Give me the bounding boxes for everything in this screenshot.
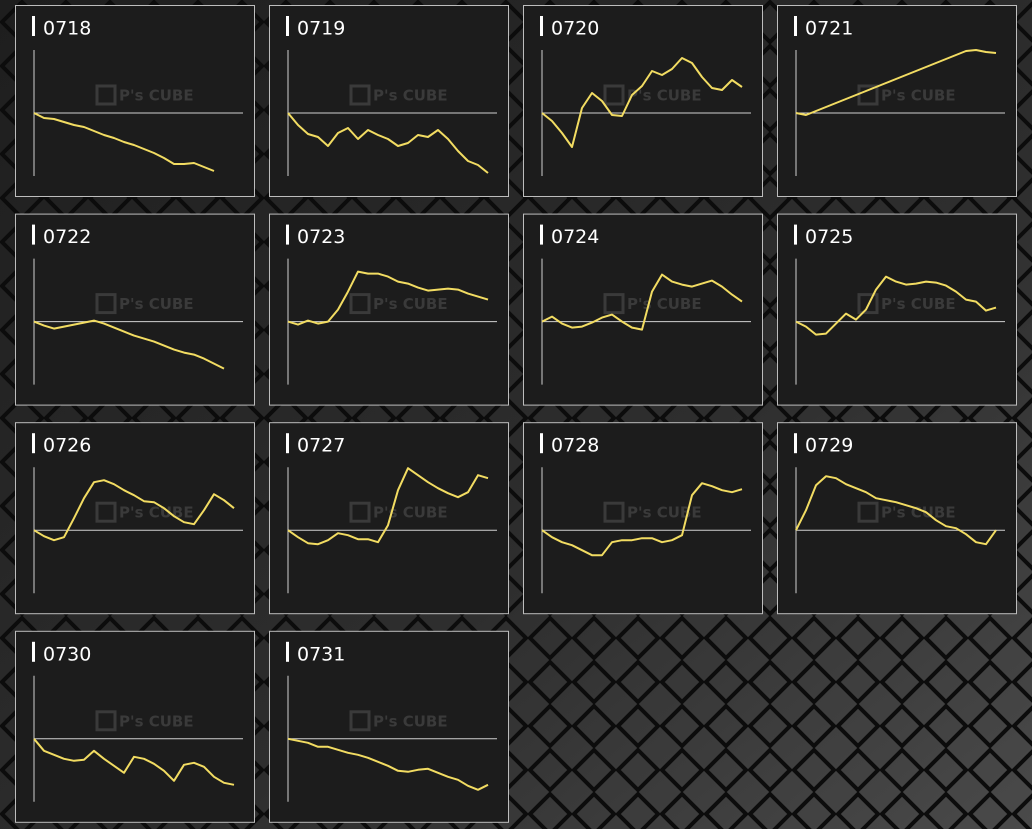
watermark-icon: [857, 293, 879, 315]
chart-panel: [269, 5, 509, 197]
title-bar: [794, 433, 797, 454]
watermark-icon: [95, 501, 117, 523]
watermark: P's CUBE: [627, 87, 702, 105]
title-bar: [794, 16, 797, 36]
chart-title: 0724: [551, 226, 599, 248]
watermark: P's CUBE: [119, 712, 194, 730]
chart-title: 0725: [805, 226, 853, 248]
watermark-icon: [349, 501, 371, 523]
chart-panel: [777, 5, 1017, 197]
watermark-icon: [349, 710, 371, 732]
chart-panel: [15, 5, 255, 197]
chart-title: 0722: [43, 226, 91, 248]
data-line: [795, 49, 997, 116]
watermark-icon: [603, 293, 625, 315]
watermark-icon: [857, 501, 879, 523]
chart-title: 0727: [297, 435, 345, 457]
watermark-icon: [95, 710, 117, 732]
chart-title: 0723: [297, 226, 345, 248]
watermark: P's CUBE: [119, 87, 194, 105]
chart-panel: [269, 213, 509, 406]
chart-title: 0728: [551, 435, 599, 457]
title-bar: [286, 16, 289, 36]
watermark-icon: [603, 84, 625, 106]
data-line: [33, 112, 215, 172]
data-line: [541, 482, 743, 557]
chart-panel: [523, 422, 763, 615]
data-line: [795, 475, 997, 546]
title-bar: [540, 16, 543, 36]
watermark: P's CUBE: [881, 504, 956, 522]
title-bar: [286, 641, 289, 662]
data-line: [795, 275, 997, 336]
watermark: P's CUBE: [119, 504, 194, 522]
watermark: P's CUBE: [627, 504, 702, 522]
chart-panel: [777, 213, 1017, 406]
data-line: [541, 57, 743, 148]
data-line: [287, 270, 489, 326]
title-bar: [286, 224, 289, 245]
chart-title: 0721: [805, 18, 853, 40]
data-line: [33, 738, 235, 786]
title-bar: [794, 224, 797, 245]
chart-panel: [777, 422, 1017, 615]
watermark-icon: [857, 84, 879, 106]
watermark: P's CUBE: [881, 87, 956, 105]
title-bar: [286, 433, 289, 454]
chart-panel: [523, 213, 763, 406]
title-bar: [32, 433, 35, 454]
chart-panel: [15, 630, 255, 823]
watermark-icon: [349, 293, 371, 315]
watermark-icon: [349, 84, 371, 106]
watermark: P's CUBE: [881, 295, 956, 313]
watermark: P's CUBE: [373, 295, 448, 313]
watermark: P's CUBE: [373, 87, 448, 105]
title-bar: [540, 433, 543, 454]
title-bar: [32, 641, 35, 662]
chart-title: 0720: [551, 18, 599, 40]
data-line: [541, 273, 743, 331]
data-line: [33, 479, 235, 542]
chart-title: 0726: [43, 435, 91, 457]
chart-title: 0730: [43, 643, 91, 665]
watermark-icon: [603, 501, 625, 523]
title-bar: [540, 224, 543, 245]
chart-title: 0718: [43, 18, 91, 40]
title-bar: [32, 224, 35, 245]
data-line: [287, 467, 489, 546]
watermark-icon: [95, 293, 117, 315]
watermark: P's CUBE: [373, 712, 448, 730]
watermark: P's CUBE: [373, 504, 448, 522]
title-bar: [32, 16, 35, 36]
chart-title: 0731: [297, 643, 345, 665]
watermark: P's CUBE: [627, 295, 702, 313]
chart-title: 0719: [297, 18, 345, 40]
chart-title: 0729: [805, 435, 853, 457]
data-line: [33, 319, 225, 370]
watermark-icon: [95, 84, 117, 106]
chart-panel: [269, 630, 509, 823]
chart-panel: [523, 5, 763, 197]
chart-panel: [15, 422, 255, 615]
chart-panel: [15, 213, 255, 406]
watermark: P's CUBE: [119, 295, 194, 313]
data-line: [287, 737, 489, 791]
data-line: [287, 112, 489, 174]
